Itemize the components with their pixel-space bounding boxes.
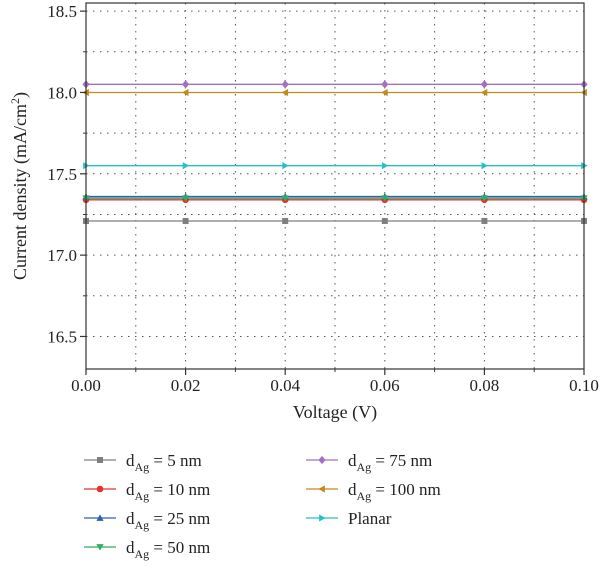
legend-label-equals: = xyxy=(371,451,389,470)
data-point-100-nm xyxy=(281,88,289,97)
data-point-75-nm xyxy=(480,80,488,89)
legend-label-value: 5 nm xyxy=(167,451,201,470)
legend-label-prefix: d xyxy=(348,480,357,499)
legend-label-value: Planar xyxy=(348,509,392,528)
legend-label-value: 75 nm xyxy=(389,451,432,470)
legend-label-prefix: d xyxy=(126,538,135,557)
y-axis-label-main: Current density (mA/cm xyxy=(10,104,31,280)
legend-label: Planar xyxy=(348,509,392,528)
data-point-planar xyxy=(182,162,190,170)
legend-label: dAg = 100 nm xyxy=(348,480,441,503)
data-point-planar xyxy=(481,162,488,170)
x-tick-label: 0.10 xyxy=(569,376,599,395)
legend-label: dAg = 10 nm xyxy=(126,480,210,503)
legend-item-25-nm: dAg = 25 nm xyxy=(84,509,210,532)
y-tick-label: 18.5 xyxy=(47,2,77,21)
x-tick-label: 0.02 xyxy=(171,376,201,395)
legend-item-planar: Planar xyxy=(306,509,392,528)
y-tick-label: 16.5 xyxy=(47,327,77,346)
data-point-50-nm xyxy=(480,195,488,202)
legend-label-equals: = xyxy=(149,451,167,470)
legend-label-subscript: Ag xyxy=(135,460,150,474)
x-tick-label: 0.00 xyxy=(71,376,101,395)
legend-swatch-marker xyxy=(318,485,325,493)
legend-label: dAg = 50 nm xyxy=(126,538,210,561)
legend-label: dAg = 75 nm xyxy=(348,451,432,474)
y-tick-label: 17.0 xyxy=(47,246,77,265)
legend-item-10-nm: dAg = 10 nm xyxy=(84,480,210,503)
legend-item-75-nm: dAg = 75 nm xyxy=(306,451,432,474)
legend-label-prefix: d xyxy=(126,480,135,499)
legend-swatch-marker xyxy=(96,544,104,551)
legend-swatch-marker xyxy=(96,485,104,493)
legend-swatch-marker xyxy=(318,455,326,465)
legend-label-prefix: d xyxy=(348,451,357,470)
data-point-100-nm xyxy=(182,88,189,97)
legend-item-100-nm: dAg = 100 nm xyxy=(306,480,441,503)
y-axis-label: Current density (mA/cm2) xyxy=(8,92,31,280)
x-tick-label: 0.06 xyxy=(370,376,400,395)
data-point-100-nm xyxy=(381,88,388,97)
series-5-nm xyxy=(83,217,587,224)
legend-label-value: 25 nm xyxy=(167,509,210,528)
y-tick-label: 17.5 xyxy=(47,165,77,184)
ticks: 0.00 0.02 0.04 0.06 0.08 0.10 16.5 17.0 17.5 18.0… xyxy=(47,2,599,395)
series-planar xyxy=(83,162,588,170)
legend-label-subscript: Ag xyxy=(135,547,150,561)
legend-swatch-marker xyxy=(96,514,104,521)
series-layer xyxy=(82,80,588,224)
legend-label-prefix: d xyxy=(126,509,135,528)
data-point-planar xyxy=(282,162,289,170)
data-point-5-nm xyxy=(182,217,189,224)
data-point-5-nm xyxy=(481,217,488,224)
data-point-100-nm xyxy=(480,88,488,97)
legend-swatch-marker xyxy=(97,457,103,463)
y-axis-label-close: ) xyxy=(10,92,31,98)
data-point-50-nm xyxy=(182,195,190,202)
data-point-planar xyxy=(381,162,389,170)
series-10-nm xyxy=(82,196,588,204)
legend-label-value: 100 nm xyxy=(389,480,440,499)
series-50-nm xyxy=(82,195,588,202)
legend-swatch-marker xyxy=(319,514,326,522)
x-tick-label: 0.08 xyxy=(470,376,500,395)
x-axis-label: Voltage (V) xyxy=(293,402,377,423)
legend-label-equals: = xyxy=(149,509,167,528)
y-axis-label-sup: 2 xyxy=(8,98,22,104)
legend-label-prefix: d xyxy=(126,451,135,470)
legend-label: dAg = 25 nm xyxy=(126,509,210,532)
legend-label-subscript: Ag xyxy=(135,518,150,532)
legend-label-subscript: Ag xyxy=(357,460,372,474)
legend-item-5-nm: dAg = 5 nm xyxy=(84,451,202,474)
data-point-5-nm xyxy=(282,217,289,224)
legend-item-50-nm: dAg = 50 nm xyxy=(84,538,210,561)
data-point-50-nm xyxy=(381,195,389,202)
legend-label-value: 10 nm xyxy=(167,480,210,499)
grid xyxy=(85,3,585,369)
legend-label-subscript: Ag xyxy=(135,489,150,503)
legend-label-equals: = xyxy=(149,538,167,557)
data-point-50-nm xyxy=(281,195,289,202)
legend-label-subscript: Ag xyxy=(357,489,372,503)
data-point-75-nm xyxy=(381,80,389,89)
legend-label-equals: = xyxy=(371,480,389,499)
data-point-75-nm xyxy=(182,80,190,89)
y-tick-label: 18.0 xyxy=(47,83,77,102)
data-point-5-nm xyxy=(381,217,388,224)
legend-label-value: 50 nm xyxy=(167,538,210,557)
legend-label: dAg = 5 nm xyxy=(126,451,202,474)
x-tick-label: 0.04 xyxy=(270,376,300,395)
legend-label-equals: = xyxy=(149,480,167,499)
data-point-75-nm xyxy=(281,80,289,89)
